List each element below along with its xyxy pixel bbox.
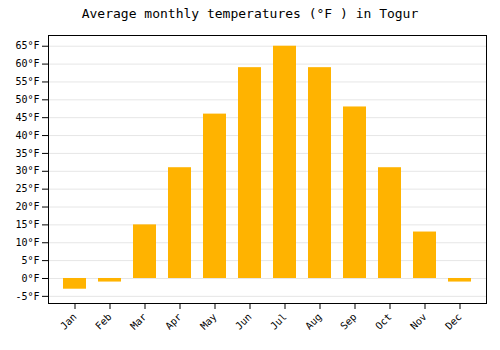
svg-text:50°F: 50°F (15, 94, 39, 105)
svg-text:10°F: 10°F (15, 237, 39, 248)
html-text:Average monthly temperatures (: Average monthly temperatures (°F ) in To… (81, 6, 419, 21)
svg-text:25°F: 25°F (15, 183, 39, 194)
svg-text:Feb: Feb (93, 311, 114, 332)
svg-text:Jul: Jul (268, 311, 289, 332)
svg-text:Sep: Sep (338, 311, 359, 332)
svg-text:40°F: 40°F (15, 130, 39, 141)
svg-text:65°F: 65°F (15, 40, 39, 51)
svg-text:-5°F: -5°F (15, 291, 39, 302)
svg-text:45°F: 45°F (15, 112, 39, 123)
svg-text:Aug: Aug (303, 311, 324, 332)
svg-text:20°F: 20°F (15, 201, 39, 212)
svg-text:55°F: 55°F (15, 76, 39, 87)
svg-text:Apr: Apr (163, 311, 184, 332)
svg-text:0°F: 0°F (21, 273, 39, 284)
svg-text:Jun: Jun (233, 311, 254, 332)
svg-text:Dec: Dec (443, 311, 464, 332)
svg-text:15°F: 15°F (15, 219, 39, 230)
svg-text:5°F: 5°F (21, 255, 39, 266)
svg-text:May: May (198, 311, 219, 332)
svg-text:Oct: Oct (373, 311, 394, 332)
svg-text:30°F: 30°F (15, 165, 39, 176)
svg-text:Mar: Mar (128, 311, 149, 332)
svg-text:Nov: Nov (408, 311, 429, 332)
svg-text:35°F: 35°F (15, 148, 39, 159)
svg-text:Jan: Jan (58, 311, 79, 332)
svg-text:60°F: 60°F (15, 58, 39, 69)
